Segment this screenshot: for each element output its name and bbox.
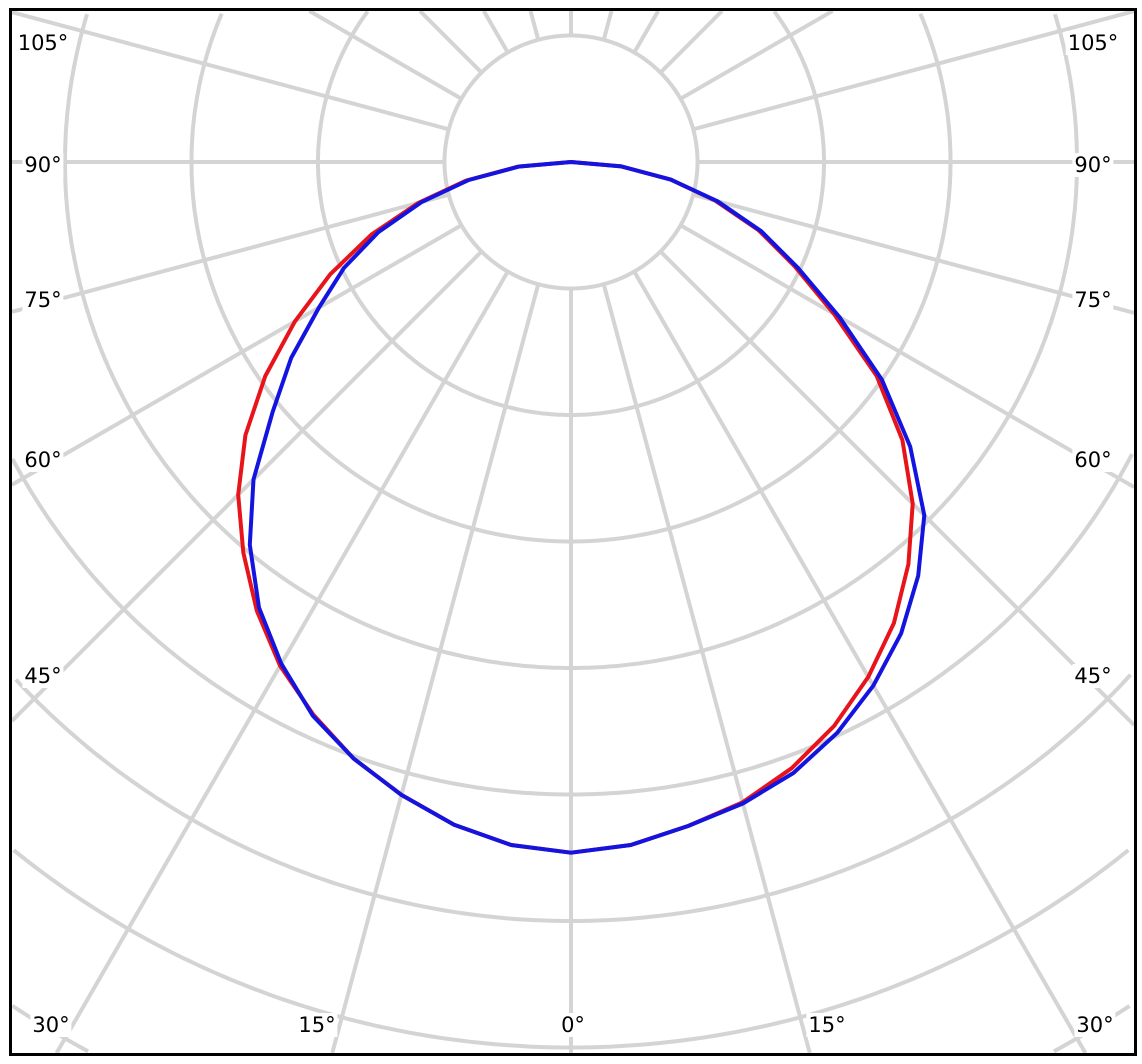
polar-chart — [12, 11, 1134, 1053]
grid-ring — [12, 453, 1134, 797]
grid-spoke — [12, 11, 450, 132]
grid-spoke — [308, 11, 463, 101]
left-label-60: 60° — [22, 448, 64, 472]
left-label-45: 45° — [22, 664, 64, 688]
grid-ring — [14, 673, 1133, 923]
grid-spoke — [632, 11, 660, 54]
right-label-90: 90° — [1072, 153, 1114, 177]
grid-spoke — [482, 11, 510, 54]
grid-spoke — [601, 283, 812, 1053]
right-label-60: 60° — [1072, 448, 1114, 472]
grid-spoke — [330, 283, 541, 1053]
grid-spoke — [528, 11, 541, 41]
right-label-105: 105° — [1065, 31, 1121, 55]
bottom-label-30-left: 30° — [30, 1013, 72, 1037]
bottom-label-15-left: 15° — [296, 1013, 338, 1037]
left-label-90: 90° — [22, 153, 64, 177]
bottom-label-15-right: 15° — [806, 1013, 848, 1037]
right-label-45: 45° — [1072, 664, 1114, 688]
grid-ring — [316, 11, 826, 417]
right-label-75: 75° — [1072, 288, 1114, 312]
bottom-label-30-right: 30° — [1074, 1013, 1116, 1037]
grid-spoke — [679, 223, 1134, 489]
grid-spoke — [659, 250, 1134, 727]
grid-spoke — [679, 11, 834, 101]
grid-spoke — [601, 11, 614, 41]
grid-ring — [442, 33, 700, 291]
grid-spoke — [659, 11, 724, 74]
grid-ring — [12, 848, 1130, 1050]
left-label-75: 75° — [22, 288, 64, 312]
grid-spoke — [632, 270, 1088, 1053]
grid-spoke — [418, 11, 483, 74]
bottom-label-0: 0° — [559, 1013, 587, 1037]
grid-spoke — [12, 223, 463, 487]
left-label-105: 105° — [15, 31, 71, 55]
series-curve-2 — [247, 160, 927, 855]
polar-chart-frame: 105° 90° 75° 60° 45° 105° 90° 75° 60° 45… — [9, 8, 1137, 1056]
grid-spoke — [12, 250, 483, 723]
grid-spoke — [12, 192, 450, 314]
grid-ring — [189, 12, 953, 544]
